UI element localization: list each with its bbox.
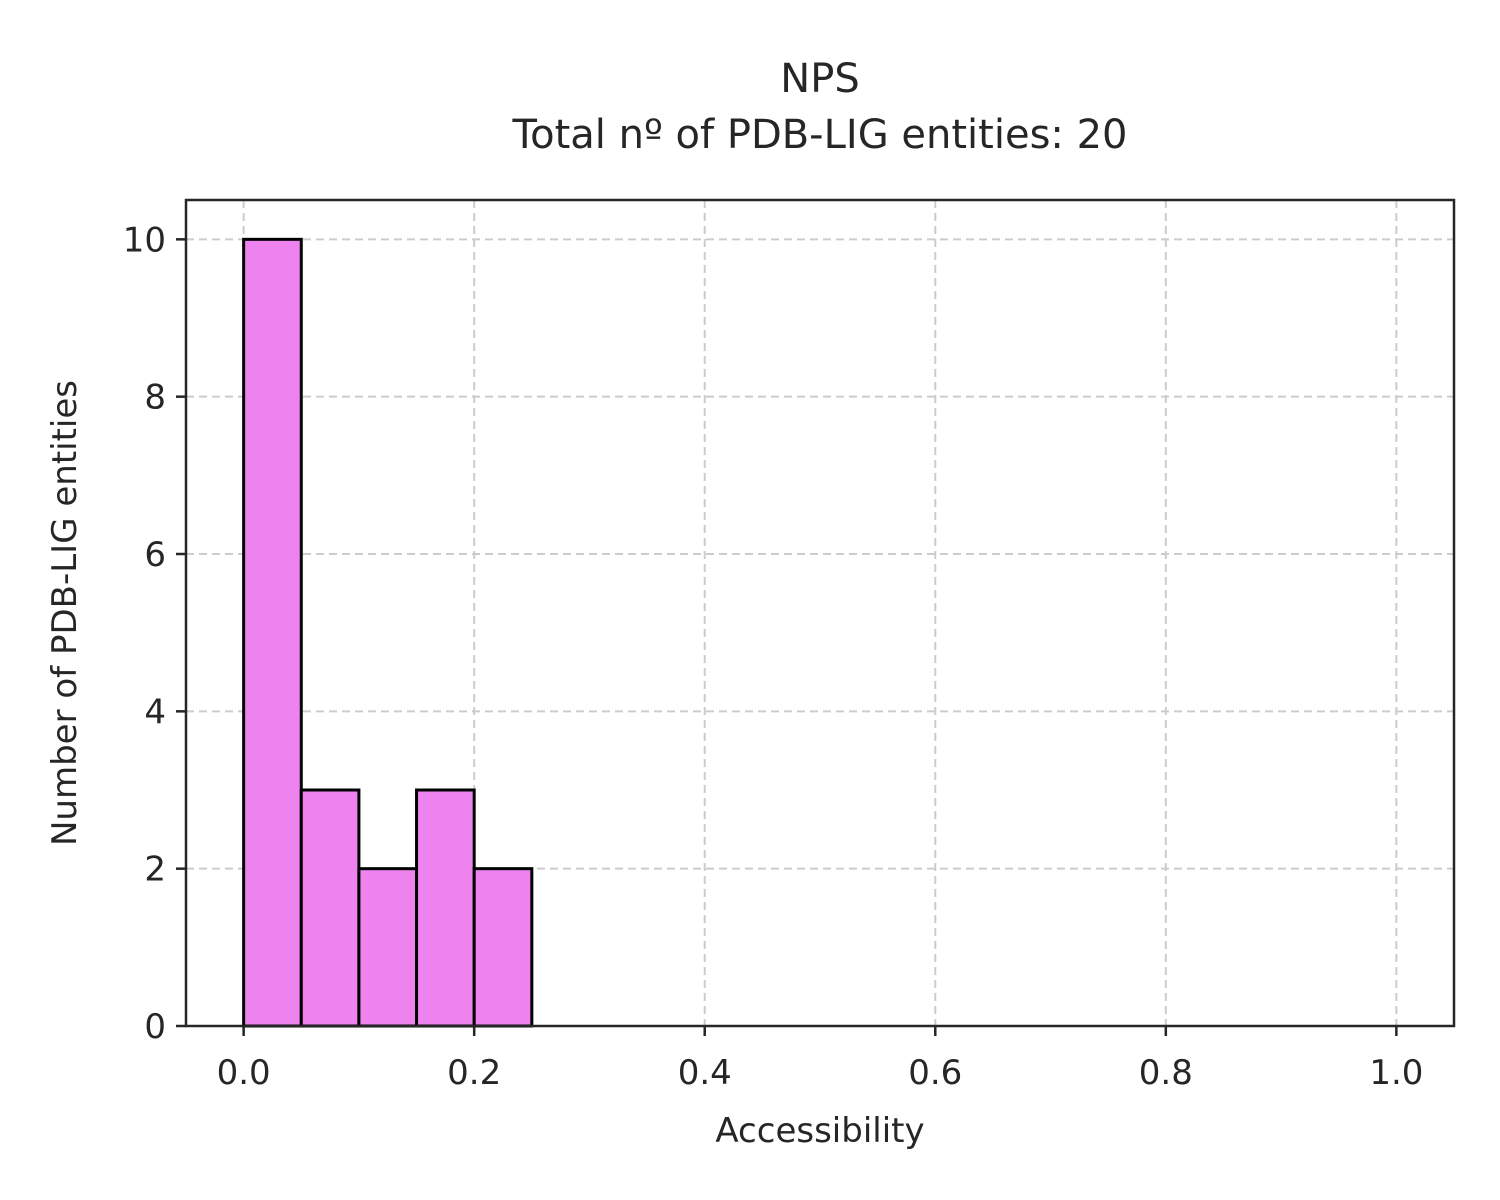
y-tick-label-1: 2 bbox=[144, 850, 166, 890]
x-axis-ticks: 0.0 0.2 0.4 0.6 0.8 1.0 bbox=[217, 1026, 1423, 1093]
bar-layer bbox=[242, 237, 534, 1028]
plot-frame bbox=[184, 198, 1456, 1028]
x-tick-label-5: 1.0 bbox=[1369, 1053, 1423, 1093]
x-tick-label-3: 0.6 bbox=[908, 1053, 962, 1093]
y-tick-label-3: 6 bbox=[144, 535, 166, 575]
histogram-bar-1 bbox=[299, 788, 361, 1028]
x-tick-label-1: 0.2 bbox=[447, 1053, 501, 1093]
x-tick-label-4: 0.8 bbox=[1139, 1053, 1193, 1093]
x-tick-label-2: 0.4 bbox=[678, 1053, 732, 1093]
y-tick-label-2: 4 bbox=[144, 692, 166, 732]
chart-title-line-2: Total nº of PDB-LIG entities: 20 bbox=[512, 112, 1128, 158]
histogram-bar-4 bbox=[472, 867, 534, 1028]
x-tick-label-0: 0.0 bbox=[217, 1053, 271, 1093]
y-axis-ticks: 0 2 4 6 8 10 bbox=[123, 220, 186, 1047]
y-tick-label-0: 0 bbox=[144, 1007, 166, 1047]
y-axis-label: Number of PDB-LIG entities bbox=[45, 380, 85, 846]
y-tick-label-5: 10 bbox=[123, 220, 166, 260]
chart-title: NPS Total nº of PDB-LIG entities: 20 bbox=[512, 56, 1128, 158]
histogram-bar-0 bbox=[242, 237, 303, 1028]
chart-title-line-1: NPS bbox=[780, 56, 859, 102]
histogram-bar-3 bbox=[415, 788, 476, 1028]
histogram-bar-2 bbox=[357, 867, 419, 1028]
x-axis-label: Accessibility bbox=[715, 1111, 924, 1151]
y-tick-label-4: 8 bbox=[144, 378, 166, 418]
